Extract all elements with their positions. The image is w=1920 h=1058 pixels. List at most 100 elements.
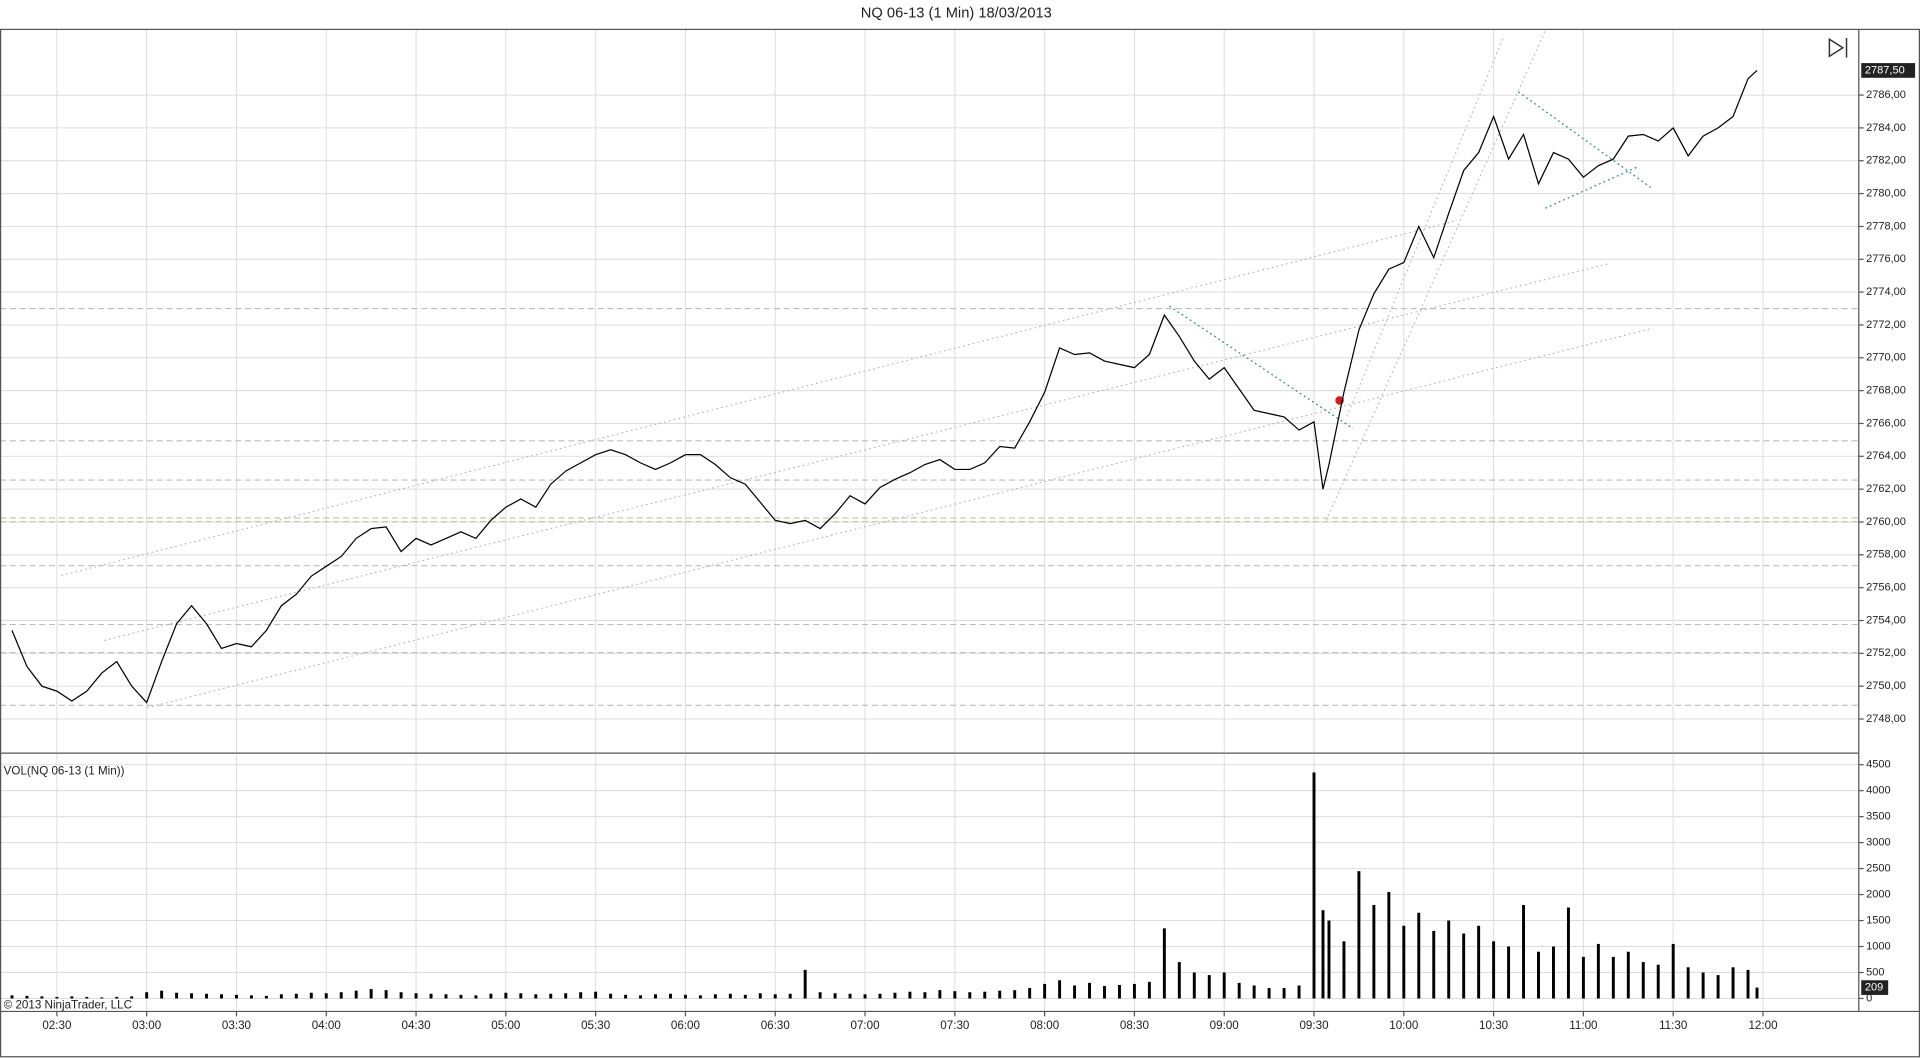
volume-bar bbox=[190, 993, 194, 999]
x-tick-label: 03:30 bbox=[222, 1019, 252, 1032]
volume-bar bbox=[1321, 910, 1325, 999]
x-tick-label: 11:30 bbox=[1659, 1019, 1688, 1032]
volume-bar bbox=[474, 995, 478, 999]
volume-bar bbox=[1417, 912, 1421, 999]
volume-bar bbox=[1537, 951, 1540, 999]
volume-bar bbox=[1088, 982, 1091, 999]
y-tick-label: 0 bbox=[1866, 992, 1872, 1004]
x-tick-label: 06:30 bbox=[761, 1019, 791, 1032]
volume-bar bbox=[354, 990, 358, 999]
volume-bar bbox=[1222, 972, 1226, 999]
y-tick-label: 3000 bbox=[1866, 837, 1891, 849]
y-tick-label: 2770,00 bbox=[1866, 352, 1906, 364]
x-tick-label: 05:30 bbox=[581, 1019, 611, 1032]
y-tick-label: 2774,00 bbox=[1866, 286, 1906, 298]
volume-bar bbox=[1073, 985, 1077, 999]
volume-bar bbox=[1566, 907, 1570, 999]
chart-title: NQ 06-13 (1 Min) 18/03/2013 bbox=[861, 5, 1052, 21]
volume-bar bbox=[639, 995, 643, 999]
y-tick-label: 2766,00 bbox=[1866, 417, 1906, 429]
volume-bar bbox=[324, 993, 328, 999]
volume-bar bbox=[1641, 962, 1645, 999]
y-tick-label: 2776,00 bbox=[1866, 253, 1906, 265]
volume-bar bbox=[1626, 951, 1630, 999]
y-tick-label: 4500 bbox=[1866, 759, 1891, 771]
last-price-flag bbox=[1861, 63, 1916, 78]
volume-bar bbox=[953, 991, 957, 999]
volume-bar bbox=[773, 994, 777, 999]
volume-bar bbox=[1147, 981, 1151, 999]
y-tick-label: 1500 bbox=[1866, 914, 1891, 926]
y-tick-label: 2500 bbox=[1866, 862, 1891, 874]
y-tick-label: 2762,00 bbox=[1866, 483, 1906, 495]
trend-channel bbox=[146, 327, 1654, 709]
volume-bar bbox=[55, 996, 59, 999]
volume-bar bbox=[1372, 904, 1376, 999]
volume-bar bbox=[1237, 982, 1241, 999]
last-volume-label: 209 bbox=[1865, 982, 1883, 994]
volume-bar bbox=[384, 990, 388, 999]
x-tick-label: 12:00 bbox=[1748, 1019, 1778, 1032]
volume-bar bbox=[444, 994, 448, 999]
x-tick-label: 04:00 bbox=[312, 1019, 342, 1032]
volume-bar bbox=[893, 992, 897, 999]
volume-bar bbox=[1282, 988, 1286, 999]
volume-bar bbox=[863, 994, 867, 999]
volume-bar bbox=[848, 993, 852, 999]
x-tick-label: 09:00 bbox=[1210, 1019, 1240, 1032]
trend-channel bbox=[61, 219, 1458, 577]
volume-bar bbox=[1701, 972, 1705, 999]
volume-bar bbox=[205, 993, 208, 999]
chart-frame bbox=[0, 28, 1920, 1058]
x-tick-label: 05:00 bbox=[491, 1019, 521, 1032]
volume-bar bbox=[130, 996, 134, 999]
volume-bar bbox=[1103, 985, 1106, 999]
volume-bar bbox=[369, 989, 373, 999]
volume-bar bbox=[1731, 967, 1735, 999]
volume-bar bbox=[654, 994, 657, 999]
volume-bar bbox=[1581, 956, 1585, 999]
volume-bar bbox=[938, 990, 942, 999]
copyright: © 2013 NinjaTrader, LLC bbox=[4, 998, 132, 1011]
volume-bar bbox=[698, 995, 702, 999]
volume-bar bbox=[25, 995, 29, 999]
x-tick-label: 08:30 bbox=[1120, 1019, 1150, 1032]
volume-bar bbox=[1043, 983, 1047, 999]
y-tick-label: 2760,00 bbox=[1866, 516, 1906, 528]
volume-bar bbox=[309, 992, 313, 999]
data-layer: 2787,50 209 bbox=[10, 63, 1916, 999]
y-tick-label: 2750,00 bbox=[1866, 680, 1906, 692]
volume-bar bbox=[100, 997, 104, 999]
volume-bar bbox=[743, 994, 747, 999]
y-tick-label: 2000 bbox=[1866, 888, 1891, 900]
volume-bar bbox=[1671, 943, 1675, 999]
x-tick-label: 08:00 bbox=[1030, 1019, 1060, 1032]
volume-bar bbox=[1746, 969, 1750, 999]
y-tick-label: 2778,00 bbox=[1866, 220, 1906, 232]
volume-bar bbox=[519, 993, 523, 999]
x-tick-label: 10:00 bbox=[1389, 1019, 1419, 1032]
volume-bar bbox=[459, 994, 463, 999]
volume-bar bbox=[294, 993, 298, 999]
volume-bar bbox=[728, 993, 732, 999]
volume-bar bbox=[758, 993, 762, 999]
trend-channel bbox=[103, 262, 1611, 641]
x-tick-label: 06:00 bbox=[671, 1019, 701, 1032]
volume-bar bbox=[1058, 980, 1062, 999]
last-price-label: 2787,50 bbox=[1865, 64, 1905, 76]
volume-bar bbox=[968, 992, 972, 999]
y-tick-label: 2758,00 bbox=[1866, 549, 1906, 561]
volume-bar bbox=[414, 993, 418, 999]
volume-bar bbox=[1447, 920, 1451, 999]
volume-bar bbox=[1477, 925, 1481, 999]
volume-bar bbox=[145, 992, 149, 999]
scroll-to-end-button[interactable] bbox=[1828, 37, 1848, 58]
volume-bar bbox=[1462, 933, 1466, 999]
volume-bar bbox=[279, 994, 283, 999]
volume-bar bbox=[1117, 984, 1121, 999]
y-tick-label: 1000 bbox=[1866, 940, 1891, 952]
y-tick-label: 500 bbox=[1866, 966, 1884, 978]
volume-bar bbox=[1013, 990, 1017, 999]
y-tick-label: 4000 bbox=[1866, 785, 1891, 797]
